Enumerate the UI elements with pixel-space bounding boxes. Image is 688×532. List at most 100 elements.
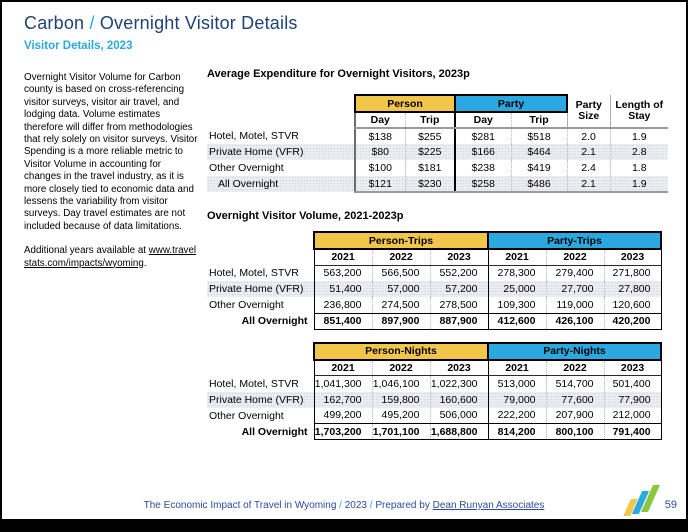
cell: 420,200 bbox=[603, 312, 662, 330]
footer-separator: / bbox=[367, 500, 376, 511]
cell: $121 bbox=[354, 176, 405, 193]
trips-group-header-row: Person-Trips Party-Trips bbox=[207, 231, 662, 250]
cell: 1,046,100 bbox=[371, 375, 430, 392]
table-row: Hotel, Motel, STVR 563,200 566,500 552,2… bbox=[207, 265, 662, 281]
year-header: 2021 bbox=[313, 249, 372, 266]
row-label: Private Home (VFR) bbox=[207, 281, 314, 297]
cell: 412,600 bbox=[487, 312, 546, 330]
cell: 887,900 bbox=[429, 312, 488, 330]
cell: 513,000 bbox=[487, 375, 547, 392]
cell: $230 bbox=[404, 176, 456, 193]
year-header: 2022 bbox=[371, 359, 430, 376]
person-nights-header: Person-Nights bbox=[312, 341, 490, 361]
year-header: 2023 bbox=[429, 249, 488, 266]
cell: $258 bbox=[454, 176, 512, 193]
main-content: Average Expenditure for Overnight Visito… bbox=[207, 68, 673, 440]
trips-year-header-row: 2021 2022 2023 2021 2022 2023 bbox=[207, 249, 662, 266]
person-day-header: Day bbox=[354, 112, 405, 129]
cell: 1,022,300 bbox=[429, 375, 489, 392]
year-header: 2022 bbox=[545, 359, 605, 376]
nights-year-header-row: 2021 2022 2023 2021 2022 2023 bbox=[207, 359, 662, 376]
cell: 274,500 bbox=[371, 297, 430, 313]
cell: 506,000 bbox=[429, 407, 489, 424]
cell: 1,703,200 bbox=[313, 423, 372, 440]
cell: $255 bbox=[404, 128, 456, 144]
cell: $181 bbox=[404, 160, 456, 176]
table-row-total: All Overnight $121 $230 $258 $486 2.1 1.… bbox=[207, 176, 669, 193]
cell: 212,000 bbox=[603, 407, 662, 424]
cell: 278,500 bbox=[429, 297, 488, 313]
cell: 159,800 bbox=[371, 391, 430, 408]
row-label: Other Overnight bbox=[209, 409, 284, 422]
cell: $464 bbox=[510, 144, 568, 160]
footer-year: 2023 bbox=[344, 500, 367, 511]
additional-years-paragraph: Additional years available at www.travel… bbox=[24, 245, 198, 270]
cell: $100 bbox=[354, 160, 405, 176]
year-header: 2022 bbox=[371, 249, 430, 266]
cell: 814,200 bbox=[487, 423, 547, 440]
table-row: Other Overnight 499,200 495,200 506,000 … bbox=[207, 407, 662, 424]
cell: 236,800 bbox=[313, 297, 372, 313]
cell: 1.9 bbox=[609, 128, 669, 144]
dean-runyan-link[interactable]: Dean Runyan Associates bbox=[432, 500, 545, 511]
cell: 897,900 bbox=[371, 312, 430, 330]
volume-section-title: Overnight Visitor Volume, 2021-2023p bbox=[207, 210, 404, 222]
additional-years-prefix: Additional years available at bbox=[24, 245, 149, 257]
row-label: Private Home (VFR) bbox=[207, 144, 355, 160]
year-header: 2022 bbox=[545, 249, 604, 266]
cell: 800,100 bbox=[545, 423, 605, 440]
person-trip-header: Trip bbox=[404, 112, 456, 129]
cell: 2.1 bbox=[566, 144, 611, 160]
cell: 162,700 bbox=[313, 391, 372, 408]
footer-report-title: The Economic Impact of Travel in Wyoming bbox=[143, 500, 337, 511]
nights-group-header-row: Person-Nights Party-Nights bbox=[207, 341, 663, 361]
cell: $238 bbox=[454, 160, 512, 176]
cell: 563,200 bbox=[313, 265, 372, 281]
cell: 279,400 bbox=[545, 265, 604, 281]
table-row: Private Home (VFR) 51,400 57,000 57,200 … bbox=[207, 281, 662, 297]
table-row: Private Home (VFR) 162,700 159,800 160,6… bbox=[207, 391, 662, 408]
cell: 77,900 bbox=[603, 391, 662, 408]
cell: 426,100 bbox=[545, 312, 604, 330]
footer: The Economic Impact of Travel in Wyoming… bbox=[2, 500, 686, 511]
party-day-header: Day bbox=[454, 112, 512, 129]
party-nights-header: Party-Nights bbox=[487, 341, 663, 361]
bottom-black-bar bbox=[2, 519, 686, 530]
cell: 77,600 bbox=[545, 391, 605, 408]
row-label: Other Overnight bbox=[209, 162, 284, 174]
cell: 1,688,800 bbox=[429, 423, 489, 440]
cell: 495,200 bbox=[371, 407, 430, 424]
row-label: Private Home (VFR) bbox=[207, 391, 314, 408]
expenditure-subheader-row: Day Trip Day Trip bbox=[207, 112, 668, 129]
page-number: 59 bbox=[664, 499, 677, 511]
cell: $80 bbox=[354, 144, 405, 160]
cell: $138 bbox=[354, 128, 405, 144]
cell: 119,000 bbox=[545, 297, 604, 313]
row-label: Hotel, Motel, STVR bbox=[209, 377, 299, 390]
expenditure-section-title: Average Expenditure for Overnight Visito… bbox=[207, 68, 470, 80]
cell: 57,000 bbox=[371, 281, 430, 297]
cell: $518 bbox=[510, 128, 568, 144]
length-of-stay-header: Length of Stay bbox=[609, 95, 669, 129]
cell: 791,400 bbox=[603, 423, 662, 440]
cell: 1,701,100 bbox=[371, 423, 430, 440]
expenditure-table: Person Party Party Size Length of Stay D… bbox=[207, 94, 669, 193]
cell: 57,200 bbox=[429, 281, 488, 297]
table-row: Hotel, Motel, STVR 1,041,300 1,046,100 1… bbox=[207, 375, 662, 392]
page-subtitle: Visitor Details, 2023 bbox=[24, 40, 133, 52]
cell: 2.1 bbox=[566, 176, 611, 193]
travelstats-link[interactable]: www.travelstats.com/impacts/wyoming bbox=[24, 245, 197, 269]
cell: $486 bbox=[510, 176, 568, 193]
cell: 207,900 bbox=[545, 407, 605, 424]
dean-runyan-logo-icon bbox=[623, 485, 661, 516]
cell: 501,400 bbox=[603, 375, 662, 392]
cell: 109,300 bbox=[487, 297, 546, 313]
cell: $225 bbox=[404, 144, 456, 160]
row-label: Hotel, Motel, STVR bbox=[209, 130, 299, 142]
cell: 120,600 bbox=[603, 297, 662, 313]
party-group-header: Party bbox=[454, 94, 569, 113]
cell: 278,300 bbox=[487, 265, 546, 281]
cell: $166 bbox=[454, 144, 512, 160]
year-header: 2023 bbox=[603, 359, 662, 376]
visitor-nights-table: Person-Nights Party-Nights 2021 2022 202… bbox=[207, 341, 663, 440]
